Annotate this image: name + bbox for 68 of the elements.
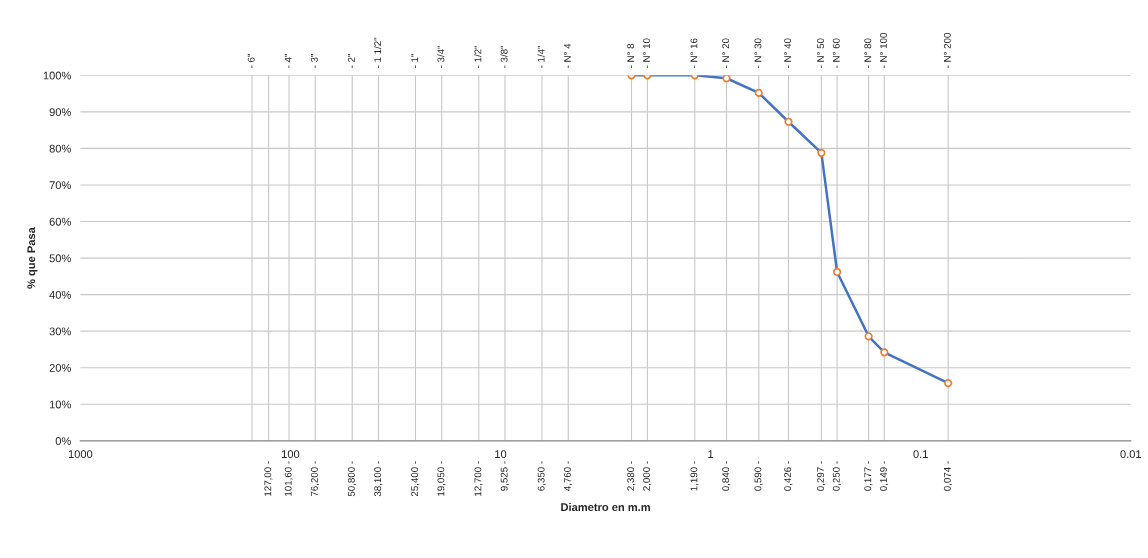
y-tick-label: 90% — [49, 108, 71, 117]
y-tick-label: 80% — [49, 144, 71, 153]
annotation: - N° 60 — [832, 38, 840, 68]
annotation: - N° 80 — [864, 38, 872, 68]
point — [754, 88, 763, 97]
ref-line-label: 0,297 - — [817, 461, 826, 491]
y-tick-label: 0% — [55, 437, 71, 445]
ref-line-label: 0,426 - — [784, 461, 793, 491]
annotation: - 3" — [310, 54, 318, 68]
y-tick-label: 20% — [49, 363, 71, 372]
y-tick-label: 50% — [49, 254, 71, 263]
annotation: - 6" — [247, 54, 255, 68]
annotation: - N° 100 — [880, 33, 887, 68]
ref-line-label: 50,800 - — [347, 461, 356, 497]
ref-line-label: 76,200 - — [310, 461, 319, 497]
ref-line-label: 0,840 - — [722, 461, 731, 491]
ref-line-label: 6,350 - — [537, 461, 546, 491]
ref-line-label: 0,250 - — [832, 461, 841, 491]
annotation: - 3/8" — [500, 45, 508, 68]
x-tick-label: 100 — [282, 450, 300, 459]
ref-line-label: 0,074 - — [943, 461, 952, 491]
point — [944, 378, 953, 388]
ref-line-label: 101,60 - — [284, 461, 293, 496]
annotation: - N° 30 — [754, 38, 762, 68]
ref-line-label: 2,000 - — [643, 461, 652, 491]
annotation: - 3/4" — [437, 45, 445, 68]
x-tick-label: 0.1 — [913, 450, 928, 459]
x-tick-label: 0.01 — [1120, 450, 1142, 459]
ref-line-label: 19,050 - — [437, 461, 446, 496]
x-tick-label: 10 — [495, 450, 507, 459]
annotation: - N° 50 — [817, 38, 824, 68]
point — [817, 148, 826, 157]
annotation: - 1" — [411, 54, 418, 68]
y-tick-label: 10% — [49, 400, 71, 409]
annotation: - N° 4 — [563, 43, 571, 68]
y-axis-title: % que Pasa — [27, 227, 38, 289]
annotation: - N° 200 — [943, 33, 951, 68]
x-tick-label: 1 — [708, 450, 714, 458]
y-tick-label: 60% — [49, 217, 71, 226]
annotation: - 2" — [347, 54, 355, 68]
x-axis-title: Diametro en m.m — [561, 502, 650, 512]
y-tick-label: 40% — [49, 290, 71, 299]
annotation: - N° 10 — [643, 38, 650, 68]
annotation: - N° 8 — [627, 43, 635, 68]
x-tick-label: 1000 — [68, 450, 93, 459]
ref-line-label: 12,700 - — [474, 461, 483, 496]
annotation: - 1/4" — [537, 45, 545, 68]
ref-line-label: 38,100 - — [374, 461, 383, 497]
ref-line-label: 25,400 - — [411, 461, 420, 497]
ref-line-label: 9,525 - — [500, 461, 509, 491]
ref-line-label: 0,590 - — [754, 461, 763, 491]
point — [722, 75, 731, 83]
y-tick-label: 100% — [43, 71, 71, 80]
point — [784, 117, 793, 126]
annotation: - N° 16 — [690, 38, 698, 68]
y-tick-label: 30% — [49, 327, 71, 336]
ref-line-label: 2,380 - — [627, 461, 636, 491]
y-tick-label: 70% — [49, 181, 71, 190]
ref-line-label: 1,190 - — [690, 461, 699, 491]
annotation: - N° 40 — [784, 38, 792, 68]
ref-line-label: 127,00 - — [264, 461, 273, 496]
annotation: - 4" — [284, 54, 292, 68]
ref-line-label: 4,760 - — [563, 461, 573, 491]
ref-line-label: 0,149 - — [880, 461, 889, 491]
annotation: - 1 1/2" — [373, 37, 382, 68]
annotation: - N° 20 — [722, 38, 730, 68]
ref-line-label: 0,177 - — [864, 461, 873, 491]
annotation: - 1/2" — [474, 45, 482, 68]
